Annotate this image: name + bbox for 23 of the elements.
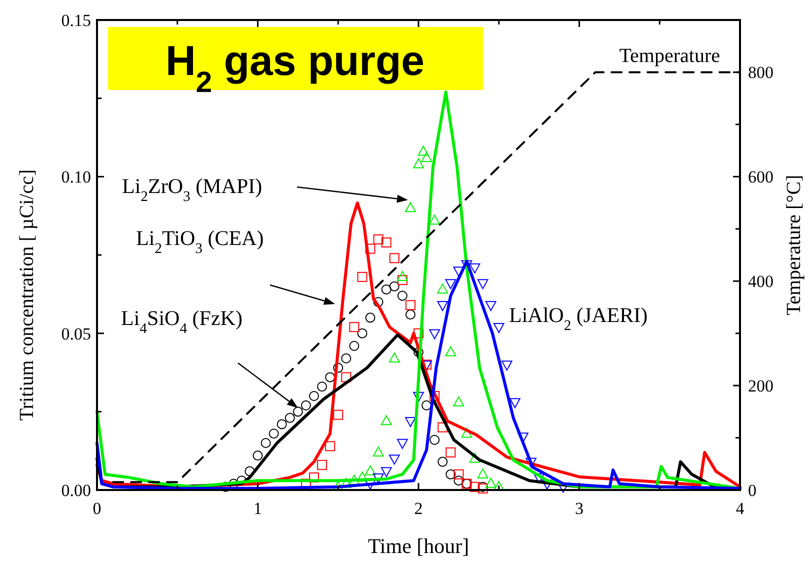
y-tick-label: 0.15 [61, 11, 91, 30]
y2-tick-label: 400 [748, 272, 774, 292]
x-tick-label: 1 [254, 499, 262, 518]
annotation: LiAlO$_{2}$ (JAERI) [509, 303, 648, 334]
y2-axis-title: Temperature [°C] [783, 174, 805, 316]
y2-tick-label: 200 [748, 376, 774, 396]
y2-tick-label: 600 [748, 168, 774, 187]
legend-label: Temperature [619, 45, 720, 68]
y-tick-label: 0.00 [61, 481, 91, 500]
y2-tick-label: 800 [748, 63, 774, 82]
x-tick-label: 2 [414, 499, 423, 518]
y-axis-title: Tritium concentration [ µCi/cc] [16, 169, 38, 421]
annotation: Li$_{2}$TiO$_{3}$ (CEA) [136, 226, 264, 257]
x-tick-label: 3 [575, 499, 584, 518]
annotation: Li$_{2}$ZrO$_{3}$ (MAPI) [122, 174, 262, 205]
y2-tick-label: 0 [748, 481, 756, 500]
x-axis-title: Time [hour] [368, 534, 470, 558]
x-tick-label: 4 [736, 499, 745, 518]
y-tick-label: 0.10 [61, 168, 91, 187]
text: H$_{2}$ gas purge [165, 37, 425, 98]
y-tick-label: 0.05 [61, 324, 91, 344]
annotation: Li$_{4}$SiO$_{4}$ (FzK) [121, 306, 242, 337]
x-tick-label: 0 [92, 499, 102, 518]
